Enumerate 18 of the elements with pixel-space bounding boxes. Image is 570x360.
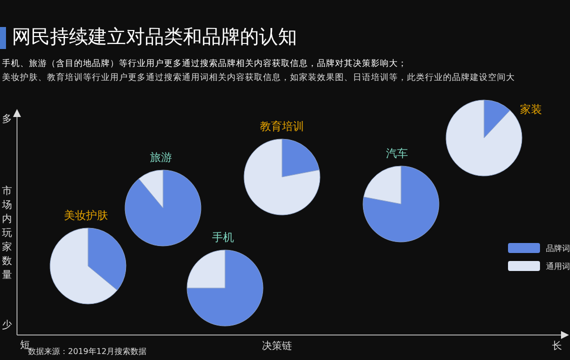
legend-label: 品牌词 — [546, 242, 570, 254]
text: 长 — [552, 340, 562, 353]
text: 决策链 — [262, 340, 292, 353]
slice-label: 汽车 — [385, 146, 409, 161]
slice-label: 手机 — [211, 230, 235, 245]
slice-label: 旅游 — [149, 150, 173, 165]
text: 市场内玩家数量 — [2, 185, 13, 283]
text: 短 — [20, 339, 30, 351]
slice-label: 家装 — [519, 102, 543, 117]
chart-title: 网民持续建立对品类和品牌的认知 — [12, 25, 297, 50]
legend-label: 通用词 — [546, 260, 570, 272]
source-note: 数据来源：2019年12月搜索数据 — [28, 347, 147, 357]
text: 少 — [2, 318, 12, 332]
chart-subtitle: 手机、旅游（含目的地品牌）等行业用户更多通过搜索品牌相关内容获取信息，品牌对其决策影响大； — [2, 58, 407, 70]
text: 多 — [2, 113, 12, 126]
slice-label: 教育培训 — [259, 119, 305, 134]
text: 美妆护肤、教育培训等行业用户更多通过搜索通用词相关内容获取信息，如家装效果图、日语培训等，此类行业的品牌建设空间大 — [2, 72, 515, 84]
slice-label: 美妆护肤 — [63, 208, 109, 223]
